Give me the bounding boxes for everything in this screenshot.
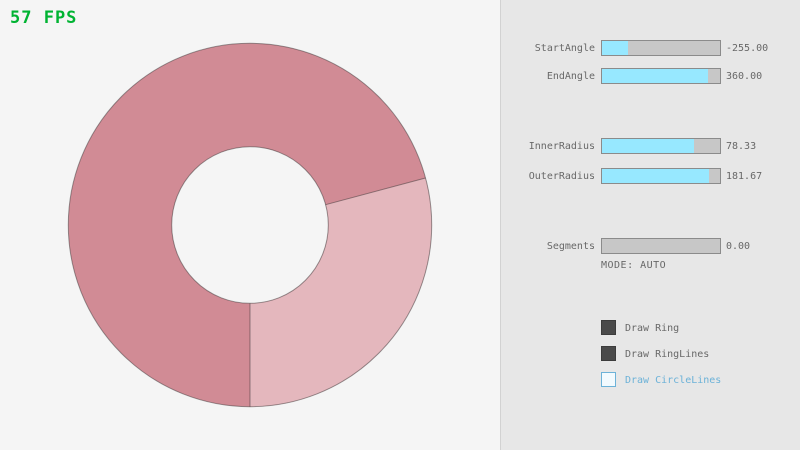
segments-label: Segments [546,241,595,252]
draw-ring-checkbox-label: Draw Ring [625,323,680,334]
ring-canvas [67,42,433,408]
draw-ringlines-checkbox[interactable] [601,346,616,361]
start-angle-slider[interactable] [601,40,721,56]
inner-radius-row: InnerRadius 78.33 [501,138,800,154]
ring-start-edge-line [325,177,426,206]
inner-radius-value: 78.33 [726,141,757,152]
ring-single-pass-sector [250,178,432,407]
draw-ring-checkbox[interactable] [601,320,616,335]
end-angle-value: 360.00 [726,71,763,82]
start-angle-value: -255.00 [726,43,769,54]
segments-slider[interactable] [601,238,721,254]
inner-radius-slider-fill [602,139,695,153]
draw-circlelines-checkbox-label: Draw CircleLines [625,375,722,386]
inner-radius-slider[interactable] [601,138,721,154]
inner-radius-label: InnerRadius [528,141,595,152]
outer-radius-label: OuterRadius [528,171,595,182]
end-angle-slider-fill [602,69,709,83]
end-angle-label: EndAngle [546,71,595,82]
outer-radius-slider-fill [602,169,710,183]
start-angle-label: StartAngle [534,43,595,54]
outer-radius-row: OuterRadius 181.67 [501,168,800,184]
outer-radius-slider[interactable] [601,168,721,184]
start-angle-row: StartAngle -255.00 [501,40,800,56]
end-angle-slider[interactable] [601,68,721,84]
outer-radius-value: 181.67 [726,171,763,182]
draw-circlelines-checkbox[interactable] [601,372,616,387]
fps-counter: 57 FPS [10,8,78,28]
segments-value: 0.00 [726,241,751,252]
segments-row: Segments 0.00 [501,238,800,254]
draw-ringlines-checkbox-label: Draw RingLines [625,349,710,360]
end-angle-row: EndAngle 360.00 [501,68,800,84]
controls-panel: StartAngle -255.00 EndAngle 360.00 Inner… [500,0,800,450]
start-angle-slider-fill [602,41,628,55]
mode-label: MODE: AUTO [601,260,667,271]
ring-outline-outer [67,42,433,408]
ring-outline-inner [171,146,329,304]
